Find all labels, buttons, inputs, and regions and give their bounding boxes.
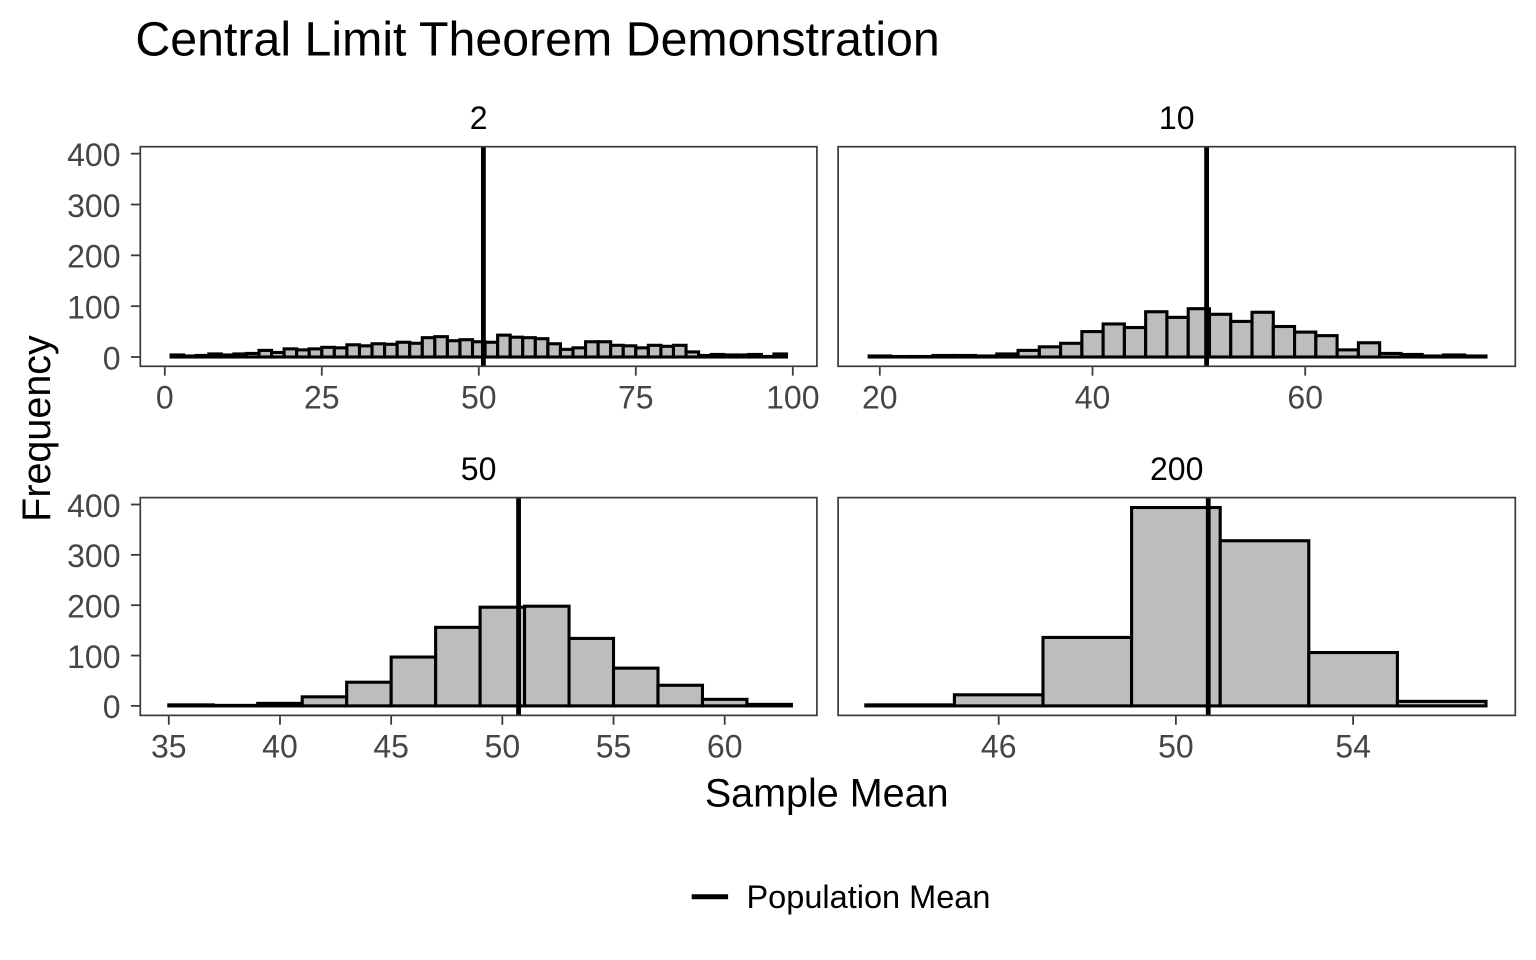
svg-text:75: 75 (618, 379, 654, 415)
svg-text:40: 40 (1075, 379, 1111, 415)
svg-text:400: 400 (67, 488, 120, 524)
svg-text:0: 0 (103, 689, 121, 725)
svg-text:400: 400 (67, 137, 120, 173)
svg-text:20: 20 (862, 379, 898, 415)
svg-text:2: 2 (470, 100, 488, 136)
svg-text:100: 100 (67, 639, 120, 675)
svg-text:200: 200 (1150, 451, 1203, 487)
svg-text:Frequency: Frequency (15, 335, 59, 522)
svg-text:0: 0 (156, 379, 174, 415)
svg-text:25: 25 (304, 379, 340, 415)
svg-text:300: 300 (67, 188, 120, 224)
svg-text:50: 50 (461, 451, 497, 487)
svg-text:200: 200 (67, 239, 120, 275)
svg-text:60: 60 (707, 728, 743, 764)
svg-text:60: 60 (1287, 379, 1323, 415)
svg-text:10: 10 (1159, 100, 1195, 136)
svg-text:45: 45 (373, 728, 409, 764)
svg-text:50: 50 (1158, 728, 1194, 764)
svg-text:46: 46 (981, 728, 1017, 764)
svg-text:55: 55 (596, 728, 632, 764)
svg-text:50: 50 (461, 379, 497, 415)
svg-text:Population Mean: Population Mean (747, 879, 991, 915)
svg-text:100: 100 (67, 289, 120, 325)
svg-text:40: 40 (262, 728, 298, 764)
svg-text:Central Limit Theorem Demonstr: Central Limit Theorem Demonstration (135, 13, 939, 67)
svg-text:35: 35 (151, 728, 187, 764)
svg-text:200: 200 (67, 589, 120, 625)
svg-text:50: 50 (485, 728, 521, 764)
svg-text:54: 54 (1335, 728, 1371, 764)
svg-text:300: 300 (67, 538, 120, 574)
svg-text:Sample Mean: Sample Mean (705, 772, 949, 816)
svg-text:0: 0 (103, 340, 121, 376)
svg-text:100: 100 (766, 379, 819, 415)
